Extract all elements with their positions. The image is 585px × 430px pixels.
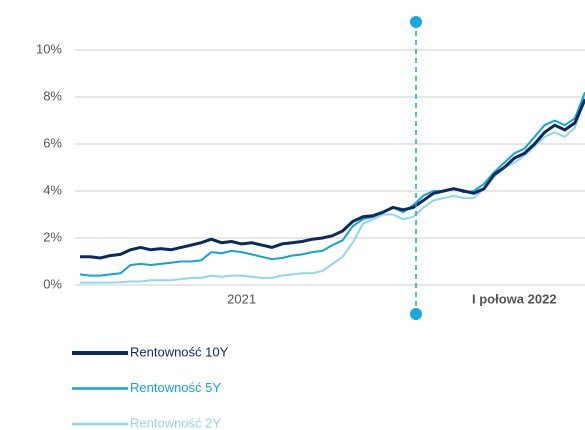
legend-label: Rentowność 10Y [130, 344, 229, 359]
series-line [80, 98, 585, 260]
legend-label: Rentowność 2Y [130, 415, 221, 430]
y-tick-label: 2% [43, 229, 62, 244]
y-tick-label: 4% [43, 182, 62, 197]
series-line [79, 91, 585, 277]
y-tick-label: 0% [43, 276, 62, 291]
series-line [80, 96, 585, 284]
x-tick-label: 2021 [227, 291, 256, 306]
y-tick-label: 6% [43, 135, 62, 150]
legend-label: Rentowność 5Y [130, 380, 221, 395]
y-tick-label: 8% [43, 88, 62, 103]
x-tick-label: I połowa 2022 [472, 291, 557, 306]
divider-dot [410, 16, 422, 28]
y-tick-label: 10% [36, 41, 62, 56]
divider-dot [410, 308, 422, 320]
